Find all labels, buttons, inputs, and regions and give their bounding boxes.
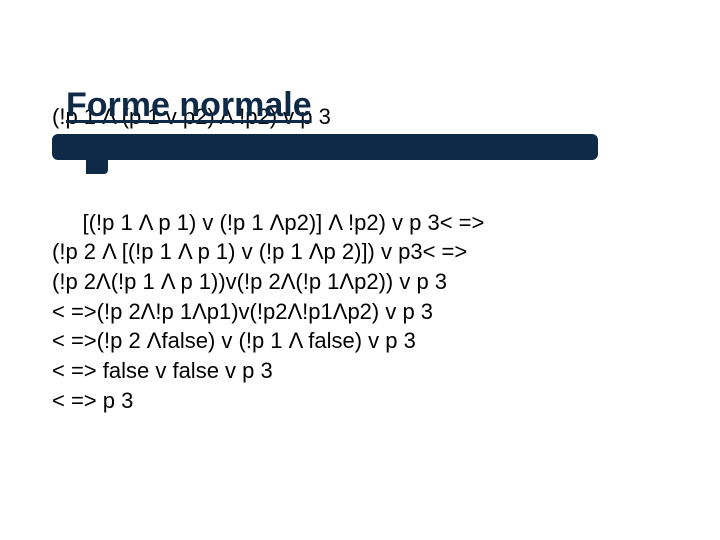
formula-line-7: < => p 3 xyxy=(52,388,133,413)
formula-line-5: < =>(!p 2 Λfalse) v (!p 1 Λ false) v p 3 xyxy=(52,328,416,353)
formula-line-4: < =>(!p 2Λ!p 1Λp1)v(!p2Λ!p1Λp2) v p 3 xyxy=(52,299,433,324)
slide-title: Forme normale xyxy=(66,88,312,122)
formula-line-3: (!p 2Λ(!p 1 Λ p 1))v(!p 2Λ(!p 1Λp2)) v p… xyxy=(52,269,447,294)
formula-line-1: [(!p 1 Λ p 1) v (!p 1 Λp2)] Λ !p2) v p 3… xyxy=(52,210,484,235)
slide: (!p 1 Λ (p 1 v p2) Λ !p2) v p 3 Forme no… xyxy=(0,0,720,540)
formula-line-6: < => false v false v p 3 xyxy=(52,358,273,383)
title-underline-bar xyxy=(52,134,598,160)
derivation-block: [(!p 1 Λ p 1) v (!p 1 Λp2)] Λ !p2) v p 3… xyxy=(52,178,484,445)
title-underline-tab xyxy=(86,160,108,174)
formula-line-2: (!p 2 Λ [(!p 1 Λ p 1) v (!p 1 Λp 2)]) v … xyxy=(52,239,467,264)
